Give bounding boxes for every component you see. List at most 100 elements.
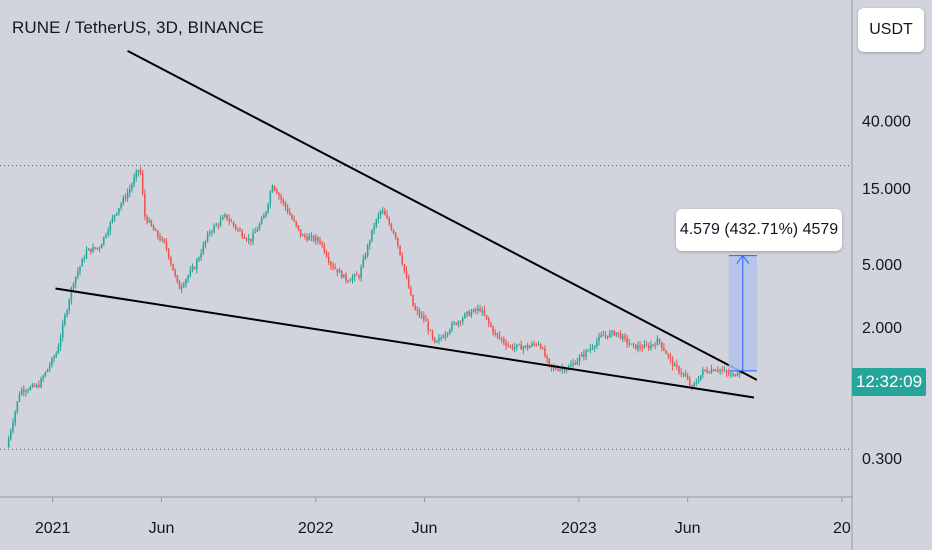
candle-body bbox=[410, 288, 412, 295]
candle-body bbox=[64, 315, 66, 325]
candle-body bbox=[427, 321, 429, 331]
candle-body bbox=[68, 300, 70, 311]
candle-body bbox=[541, 348, 544, 350]
candle-body bbox=[660, 341, 663, 348]
candle-body bbox=[12, 422, 14, 431]
candle-body bbox=[474, 309, 477, 311]
candle-body bbox=[412, 294, 414, 307]
candle-body bbox=[442, 337, 445, 339]
candle-body bbox=[122, 197, 125, 204]
candle-body bbox=[66, 310, 68, 316]
candle-body bbox=[557, 369, 559, 371]
candle-body bbox=[215, 224, 218, 226]
candle-body bbox=[38, 384, 40, 388]
candle-body bbox=[245, 238, 248, 240]
x-tick-label: 2023 bbox=[561, 520, 597, 537]
candle-body bbox=[576, 361, 579, 365]
candle-body bbox=[477, 308, 479, 311]
last-price-tag: 12:32:09 bbox=[852, 368, 926, 396]
candle-body bbox=[602, 335, 605, 337]
candle-body bbox=[46, 369, 49, 372]
measure-arrow-head bbox=[736, 254, 750, 264]
candle-body bbox=[349, 280, 352, 282]
candle-body bbox=[732, 374, 734, 376]
candle-body bbox=[358, 275, 360, 278]
candle-body bbox=[163, 239, 166, 243]
candle-body bbox=[72, 283, 75, 288]
candle-body bbox=[154, 230, 157, 232]
candle-body bbox=[224, 214, 226, 217]
candle-body bbox=[663, 347, 665, 351]
candle-body bbox=[325, 252, 328, 257]
candle-body bbox=[70, 287, 73, 301]
candle-body bbox=[689, 379, 691, 386]
candle-body bbox=[23, 389, 25, 392]
candle-body bbox=[641, 347, 644, 349]
candle-body bbox=[678, 366, 680, 373]
candle-body bbox=[174, 270, 176, 276]
candle-body bbox=[593, 346, 596, 348]
candle-body bbox=[546, 356, 548, 359]
candle-body bbox=[332, 265, 334, 268]
x-tick-label: 2021 bbox=[35, 520, 71, 537]
candle-body bbox=[479, 308, 481, 312]
candle-body bbox=[639, 345, 641, 348]
candle-body bbox=[548, 358, 551, 365]
candle-body bbox=[327, 256, 330, 263]
candle-body bbox=[570, 364, 572, 367]
candle-body bbox=[340, 270, 343, 278]
candle-body bbox=[470, 312, 473, 316]
candle-body bbox=[20, 389, 23, 395]
candle-body bbox=[606, 335, 609, 338]
candle-body bbox=[172, 263, 174, 271]
chart-title: RUNE / TetherUS, 3D, BINANCE bbox=[12, 18, 264, 37]
candle-body bbox=[115, 212, 118, 216]
candle-body bbox=[343, 274, 345, 278]
candle-body bbox=[617, 332, 620, 334]
candle-body bbox=[377, 214, 380, 220]
candle-body bbox=[141, 173, 144, 194]
candle-body bbox=[247, 238, 250, 240]
candle-body bbox=[505, 342, 507, 346]
candle-body bbox=[522, 347, 525, 350]
candle-body bbox=[693, 383, 695, 387]
candle-body bbox=[232, 221, 235, 226]
candle-body bbox=[206, 234, 209, 242]
candle-body bbox=[494, 332, 496, 334]
candle-body bbox=[561, 368, 564, 370]
candle-body bbox=[654, 344, 656, 346]
candle-body bbox=[684, 373, 687, 377]
candle-body bbox=[83, 258, 86, 260]
currency-selector[interactable]: USDT bbox=[858, 8, 924, 52]
candle-body bbox=[712, 369, 715, 372]
candle-body bbox=[580, 354, 583, 357]
candle-body bbox=[416, 309, 419, 311]
candle-body bbox=[719, 369, 721, 371]
candle-body bbox=[544, 348, 546, 357]
candle-body bbox=[375, 219, 378, 227]
candle-body bbox=[183, 284, 185, 287]
candle-body bbox=[373, 226, 375, 230]
candle-body bbox=[472, 309, 475, 313]
candle-body bbox=[461, 318, 464, 322]
candle-body bbox=[308, 236, 311, 241]
candle-body bbox=[150, 220, 153, 226]
candle-body bbox=[299, 229, 302, 236]
candle-body bbox=[198, 257, 200, 261]
candle-body bbox=[103, 236, 105, 245]
candle-body bbox=[673, 363, 676, 367]
candle-body bbox=[202, 245, 205, 254]
candle-body bbox=[250, 238, 252, 242]
candle-body bbox=[440, 337, 442, 339]
candle-body bbox=[464, 313, 466, 319]
candle-body bbox=[90, 248, 92, 253]
candle-body bbox=[228, 219, 230, 222]
candle-body bbox=[286, 207, 289, 213]
y-tick-label: 2.000 bbox=[862, 320, 902, 337]
candle-body bbox=[392, 229, 395, 234]
candle-body bbox=[204, 241, 207, 246]
candle-body bbox=[237, 228, 239, 230]
candle-body bbox=[645, 344, 648, 346]
